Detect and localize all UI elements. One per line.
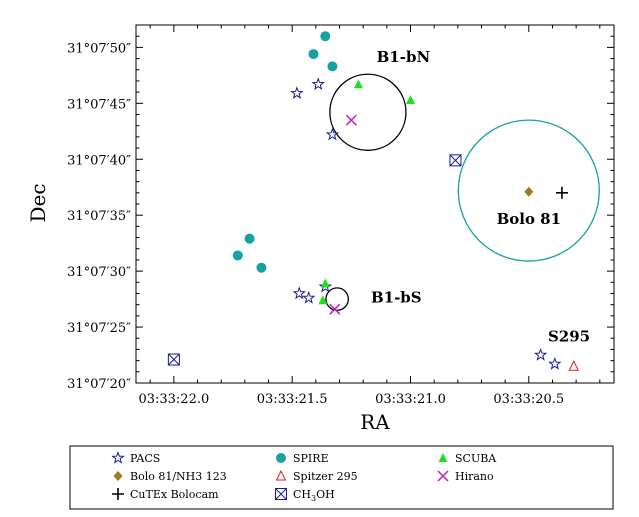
plot-frame [135, 24, 615, 384]
y-tick-label: 31°07′25″ [67, 321, 131, 336]
x-tick-label: 03:33:21.0 [375, 392, 446, 407]
y-tick-label: 31°07′40″ [67, 153, 131, 168]
annotation-s295: S295 [548, 328, 590, 346]
y-tick-label: 31°07′20″ [67, 377, 131, 392]
legend-label-ch: CH3OH [293, 488, 335, 503]
point-hirano-1 [329, 303, 341, 315]
point-scuba-3 [318, 295, 328, 305]
point-spire-0 [320, 31, 331, 42]
legend-marker-scuba [438, 453, 448, 462]
annotation-bolo-81: Bolo 81 [497, 210, 561, 228]
point-pacs-7 [548, 356, 562, 370]
legend-marker-pacs [111, 450, 125, 464]
x-tick-label: 03:33:21.5 [257, 392, 328, 407]
marker-layer: B1-bN Bolo 81 B1-bS S295 [167, 31, 600, 371]
point-scuba-0 [353, 79, 363, 89]
point-bolo-81-nh3-123-0 [524, 186, 534, 197]
point-spire-4 [244, 233, 255, 244]
y-tick-label: 31°07′50″ [67, 41, 131, 56]
legend-label-hirano: Hirano [455, 470, 494, 483]
point-scuba-2 [320, 278, 330, 288]
point-pacs-1 [311, 77, 325, 91]
legend-label-spire: SPIRE [293, 452, 329, 465]
legend-label-bolo-81-nh3-123: Bolo 81/NH3 123 [130, 470, 227, 483]
legend-marker-spire [276, 453, 286, 463]
y-tick-label: 31°07′45″ [67, 97, 131, 112]
point-pacs-0 [290, 86, 304, 99]
point-spire-2 [327, 61, 338, 72]
point-ch3oh-0 [449, 154, 462, 167]
point-pacs-3 [292, 286, 306, 300]
legend-label-spitzer-295: Spitzer 295 [293, 470, 358, 483]
region-circle-b1-bs [325, 287, 349, 311]
point-cutex-bolocam-0 [555, 186, 568, 199]
legend-box [69, 445, 614, 510]
legend: PACS SPIRE SCUBA Bolo 81/NH3 123 Spitzer 295… [69, 445, 614, 510]
point-pacs-6 [533, 347, 548, 361]
point-spire-1 [308, 49, 319, 60]
legend-marker-spitzer-295 [275, 469, 287, 481]
legend-marker-bolo-81-nh3-123 [113, 471, 123, 481]
axes: 03:33:22.0 03:33:21.5 03:33:21.0 03:33:20.5… [67, 24, 615, 407]
y-axis-label: Dec [26, 183, 50, 222]
point-ch3oh-1 [167, 353, 180, 366]
legend-label-scuba: SCUBA [455, 452, 497, 465]
annotation-b1-bn: B1-bN [377, 48, 431, 66]
point-spitzer-295-0 [568, 360, 580, 371]
point-pacs-4 [302, 290, 316, 304]
legend-marker-hirano [437, 470, 449, 482]
x-tick-label: 03:33:22.0 [138, 392, 209, 407]
point-scuba-1 [405, 94, 415, 104]
region-circle-bolo-81 [457, 119, 600, 262]
legend-marker-cutex-bolocam [112, 488, 124, 500]
legend-label-cutex-bolocam: CuTEx Bolocam [130, 488, 219, 501]
legend-marker-ch [275, 488, 287, 500]
point-hirano-0 [345, 114, 357, 126]
x-axis-label: RA [360, 410, 390, 434]
point-pacs-2 [325, 127, 340, 141]
region-circle-b1-bn [329, 73, 407, 151]
y-tick-label: 31°07′30″ [67, 265, 131, 280]
y-tick-label: 31°07′35″ [67, 209, 131, 224]
point-pacs-5 [318, 279, 333, 293]
point-spire-5 [256, 262, 267, 273]
annotation-b1-bs: B1-bS [371, 288, 422, 306]
legend-label-pacs: PACS [130, 452, 160, 465]
x-tick-label: 03:33:20.5 [493, 392, 564, 407]
point-spire-3 [232, 250, 243, 261]
